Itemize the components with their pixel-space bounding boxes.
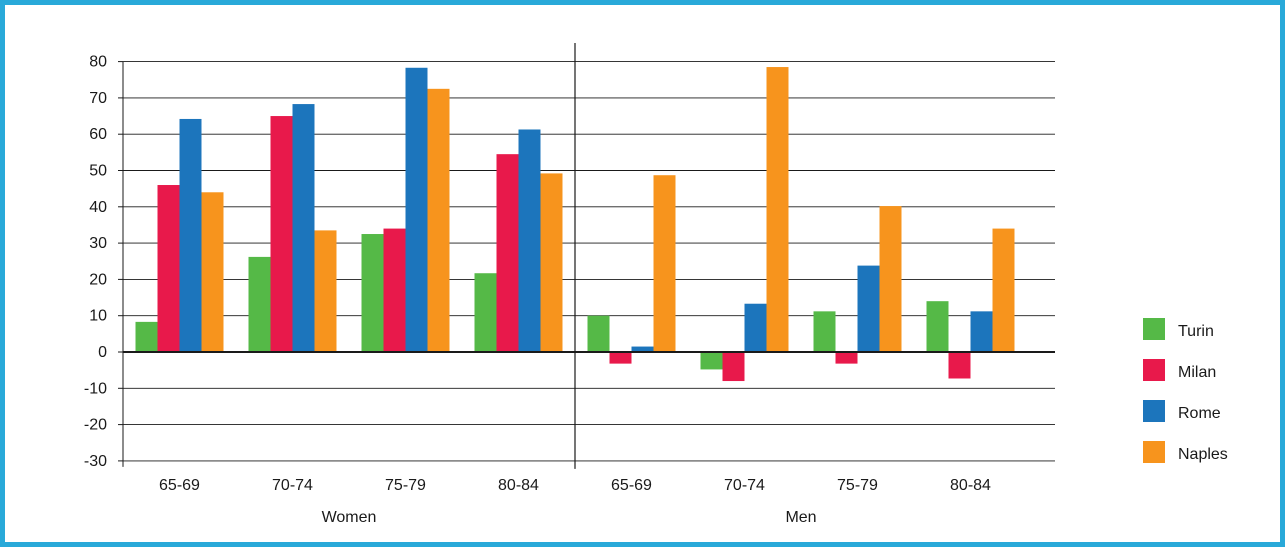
y-tick-label: 80	[89, 54, 107, 71]
x-tick-label: 65-69	[611, 477, 652, 494]
bar-women-75-79-turin	[361, 234, 384, 352]
bar-men-80-84-rome	[970, 311, 993, 352]
bar-women-80-84-milan	[496, 154, 519, 352]
bar-women-70-74-rome	[292, 104, 315, 352]
bar-women-65-69-turin	[135, 321, 158, 352]
bar-men-70-74-turin	[700, 352, 723, 370]
bar-women-65-69-naples	[201, 192, 224, 352]
bars	[135, 67, 1015, 382]
legend-swatch-naples	[1143, 441, 1165, 463]
bar-men-70-74-rome	[744, 303, 767, 352]
y-tick-label: 50	[89, 163, 107, 180]
bar-men-75-79-milan	[835, 352, 858, 364]
x-tick-label: 65-69	[159, 477, 200, 494]
x-tick-label: 75-79	[837, 477, 878, 494]
legend: Turin Milan Rome Naples	[1143, 318, 1228, 463]
legend-swatch-turin	[1143, 318, 1165, 340]
x-tick-label: 70-74	[724, 477, 765, 494]
bar-women-65-69-rome	[179, 118, 202, 352]
y-tick-label: 20	[89, 271, 107, 288]
bar-men-70-74-naples	[766, 67, 789, 353]
bar-women-70-74-turin	[248, 256, 271, 352]
y-tick-label: 60	[89, 126, 107, 143]
bar-women-75-79-milan	[383, 228, 406, 352]
bar-women-80-84-rome	[518, 129, 541, 352]
x-tick-label: 80-84	[498, 477, 539, 494]
legend-swatch-milan	[1143, 359, 1165, 381]
axis-labels: 80 70 60 50 40 30 20 10 0 -10 -20 -30 65-69 70-74 75-7…	[84, 54, 991, 526]
bar-women-75-79-rome	[405, 67, 428, 352]
bar-men-65-69-naples	[653, 175, 676, 352]
bar-men-65-69-rome	[631, 346, 654, 352]
bar-men-75-79-turin	[813, 311, 836, 352]
bar-women-70-74-milan	[270, 116, 293, 352]
y-tick-label: 40	[89, 199, 107, 216]
bar-men-80-84-turin	[926, 301, 949, 352]
group-label-women: Women	[322, 509, 377, 526]
bar-women-65-69-milan	[157, 185, 180, 352]
y-tick-label: -20	[84, 417, 107, 434]
x-tick-label: 70-74	[272, 477, 313, 494]
legend-label-rome: Rome	[1178, 405, 1221, 422]
legend-label-naples: Naples	[1178, 446, 1228, 463]
y-tick-label: 30	[89, 235, 107, 252]
bar-men-65-69-turin	[587, 315, 610, 352]
legend-label-turin: Turin	[1178, 323, 1214, 340]
axes	[118, 43, 1055, 469]
y-tick-label: 10	[89, 308, 107, 325]
bar-men-80-84-milan	[948, 352, 971, 379]
legend-swatch-rome	[1143, 400, 1165, 422]
x-tick-label: 75-79	[385, 477, 426, 494]
bar-women-70-74-naples	[314, 230, 337, 352]
bar-chart: 80 70 60 50 40 30 20 10 0 -10 -20 -30 65-69 70-74 75-7…	[84, 43, 1228, 526]
y-tick-label: -30	[84, 453, 107, 470]
bar-men-65-69-milan	[609, 352, 632, 364]
y-tick-label: -10	[84, 380, 107, 397]
x-tick-label: 80-84	[950, 477, 991, 494]
bar-men-75-79-naples	[879, 206, 902, 352]
bar-men-80-84-naples	[992, 228, 1015, 352]
y-tick-label: 70	[89, 90, 107, 107]
bar-women-80-84-naples	[540, 173, 563, 352]
bar-men-70-74-milan	[722, 352, 745, 382]
bar-women-80-84-turin	[474, 273, 497, 352]
bar-men-75-79-rome	[857, 265, 880, 352]
y-tick-label: 0	[98, 344, 107, 361]
bar-women-75-79-naples	[427, 88, 450, 352]
group-label-men: Men	[785, 509, 816, 526]
legend-label-milan: Milan	[1178, 364, 1216, 381]
